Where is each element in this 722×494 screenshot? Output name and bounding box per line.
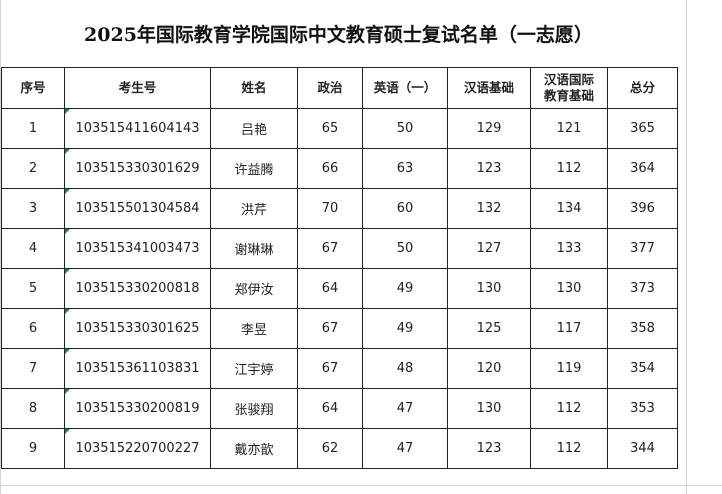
sheet-gridline xyxy=(0,0,1,494)
cell-total[interactable]: 358 xyxy=(607,308,678,349)
cell-name[interactable]: 李昱 xyxy=(210,308,298,349)
cell-name[interactable]: 江宇婷 xyxy=(210,348,298,389)
cell-politics[interactable]: 70 xyxy=(297,188,363,229)
cell-english[interactable]: 63 xyxy=(362,148,448,189)
cell-chinese-basics[interactable]: 120 xyxy=(447,348,531,389)
cell-politics[interactable]: 64 xyxy=(297,388,363,429)
cell-total[interactable]: 364 xyxy=(607,148,678,189)
header-intl-chinese-edu[interactable]: 汉语国际教育基础 xyxy=(530,67,608,109)
cell-seq[interactable]: 4 xyxy=(1,228,65,269)
cell-politics[interactable]: 67 xyxy=(297,348,363,389)
cell-chinese-basics[interactable]: 127 xyxy=(447,228,531,269)
table-row: 8 103515330200819 张骏翔 64 47 130 112 353 xyxy=(1,388,678,429)
cell-intl-chinese-edu[interactable]: 119 xyxy=(530,348,608,389)
cell-candidate-id[interactable]: 103515330301629 xyxy=(64,148,211,189)
header-total[interactable]: 总分 xyxy=(607,67,678,109)
cell-english[interactable]: 60 xyxy=(362,188,448,229)
cell-seq[interactable]: 3 xyxy=(1,188,65,229)
cell-seq[interactable]: 8 xyxy=(1,388,65,429)
cell-chinese-basics[interactable]: 130 xyxy=(447,388,531,429)
table-row: 1 103515411604143 吕艳 65 50 129 121 365 xyxy=(1,108,678,149)
table-row: 9 103515220700227 戴亦歆 62 47 123 112 344 xyxy=(1,428,678,469)
cell-english[interactable]: 50 xyxy=(362,108,448,149)
cell-total[interactable]: 344 xyxy=(607,428,678,469)
cell-candidate-id[interactable]: 103515330301625 xyxy=(64,308,211,349)
cell-intl-chinese-edu[interactable]: 130 xyxy=(530,268,608,309)
cell-name[interactable]: 谢琳琳 xyxy=(210,228,298,269)
cell-seq[interactable]: 6 xyxy=(1,308,65,349)
candidate-table: 序号 考生号 姓名 政治 英语（一） 汉语基础 汉语国际教育基础 总分 1 1035154116… xyxy=(1,67,678,469)
cell-total[interactable]: 354 xyxy=(607,348,678,389)
sheet-gridline xyxy=(686,0,687,494)
table-row: 6 103515330301625 李昱 67 49 125 117 358 xyxy=(1,308,678,349)
cell-candidate-id[interactable]: 103515501304584 xyxy=(64,188,211,229)
cell-english[interactable]: 48 xyxy=(362,348,448,389)
cell-english[interactable]: 49 xyxy=(362,308,448,349)
cell-english[interactable]: 47 xyxy=(362,428,448,469)
cell-english[interactable]: 49 xyxy=(362,268,448,309)
cell-chinese-basics[interactable]: 132 xyxy=(447,188,531,229)
cell-intl-chinese-edu[interactable]: 134 xyxy=(530,188,608,229)
table-row: 5 103515330200818 郑伊汝 64 49 130 130 373 xyxy=(1,268,678,309)
cell-total[interactable]: 365 xyxy=(607,108,678,149)
cell-seq[interactable]: 9 xyxy=(1,428,65,469)
header-chinese-basics[interactable]: 汉语基础 xyxy=(447,67,531,109)
cell-name[interactable]: 许益腾 xyxy=(210,148,298,189)
header-seq[interactable]: 序号 xyxy=(1,67,65,109)
cell-total[interactable]: 373 xyxy=(607,268,678,309)
cell-total[interactable]: 377 xyxy=(607,228,678,269)
header-candidate-id[interactable]: 考生号 xyxy=(64,67,211,109)
header-row: 序号 考生号 姓名 政治 英语（一） 汉语基础 汉语国际教育基础 总分 xyxy=(1,67,678,109)
cell-chinese-basics[interactable]: 123 xyxy=(447,148,531,189)
cell-english[interactable]: 50 xyxy=(362,228,448,269)
cell-name[interactable]: 郑伊汝 xyxy=(210,268,298,309)
cell-candidate-id[interactable]: 103515220700227 xyxy=(64,428,211,469)
cell-name[interactable]: 戴亦歆 xyxy=(210,428,298,469)
cell-chinese-basics[interactable]: 130 xyxy=(447,268,531,309)
cell-seq[interactable]: 1 xyxy=(1,108,65,149)
cell-name[interactable]: 张骏翔 xyxy=(210,388,298,429)
cell-name[interactable]: 吕艳 xyxy=(210,108,298,149)
cell-chinese-basics[interactable]: 129 xyxy=(447,108,531,149)
cell-name[interactable]: 洪芹 xyxy=(210,188,298,229)
cell-politics[interactable]: 65 xyxy=(297,108,363,149)
cell-politics[interactable]: 62 xyxy=(297,428,363,469)
sheet-title[interactable]: 2025年国际教育学院国际中文教育硕士复试名单（一志愿） xyxy=(84,24,593,46)
cell-chinese-basics[interactable]: 125 xyxy=(447,308,531,349)
cell-intl-chinese-edu[interactable]: 133 xyxy=(530,228,608,269)
table-row: 7 103515361103831 江宇婷 67 48 120 119 354 xyxy=(1,348,678,389)
cell-politics[interactable]: 67 xyxy=(297,308,363,349)
cell-total[interactable]: 353 xyxy=(607,388,678,429)
cell-candidate-id[interactable]: 103515411604143 xyxy=(64,108,211,149)
cell-intl-chinese-edu[interactable]: 112 xyxy=(530,428,608,469)
cell-politics[interactable]: 67 xyxy=(297,228,363,269)
header-name[interactable]: 姓名 xyxy=(210,67,298,109)
cell-candidate-id[interactable]: 103515341003473 xyxy=(64,228,211,269)
cell-seq[interactable]: 5 xyxy=(1,268,65,309)
cell-intl-chinese-edu[interactable]: 117 xyxy=(530,308,608,349)
cell-intl-chinese-edu[interactable]: 112 xyxy=(530,148,608,189)
table-row: 4 103515341003473 谢琳琳 67 50 127 133 377 xyxy=(1,228,678,269)
cell-chinese-basics[interactable]: 123 xyxy=(447,428,531,469)
cell-english[interactable]: 47 xyxy=(362,388,448,429)
sheet-gridline xyxy=(0,485,722,486)
cell-candidate-id[interactable]: 103515361103831 xyxy=(64,348,211,389)
table-row: 2 103515330301629 许益腾 66 63 123 112 364 xyxy=(1,148,678,189)
cell-seq[interactable]: 7 xyxy=(1,348,65,389)
header-english[interactable]: 英语（一） xyxy=(362,67,448,109)
cell-candidate-id[interactable]: 103515330200818 xyxy=(64,268,211,309)
cell-politics[interactable]: 66 xyxy=(297,148,363,189)
cell-candidate-id[interactable]: 103515330200819 xyxy=(64,388,211,429)
cell-intl-chinese-edu[interactable]: 112 xyxy=(530,388,608,429)
cell-politics[interactable]: 64 xyxy=(297,268,363,309)
cell-intl-chinese-edu[interactable]: 121 xyxy=(530,108,608,149)
cell-seq[interactable]: 2 xyxy=(1,148,65,189)
cell-total[interactable]: 396 xyxy=(607,188,678,229)
header-politics[interactable]: 政治 xyxy=(297,67,363,109)
table-row: 3 103515501304584 洪芹 70 60 132 134 396 xyxy=(1,188,678,229)
